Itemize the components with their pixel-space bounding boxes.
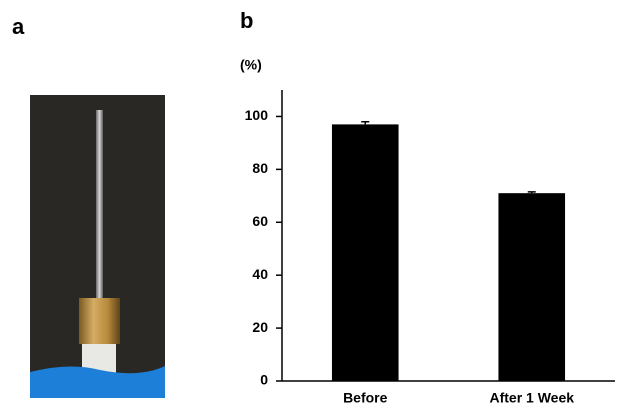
gold-cylinder bbox=[79, 298, 120, 344]
y-tick-label: 0 bbox=[260, 372, 268, 388]
y-tick-label: 80 bbox=[252, 160, 268, 176]
bar bbox=[332, 124, 399, 381]
y-tick-label: 40 bbox=[252, 266, 268, 282]
figure: a b (%) 0 20 40 60 80 100 Before After 1 Week bbox=[0, 0, 619, 407]
error-bar bbox=[361, 122, 369, 125]
panel-label: b bbox=[240, 8, 253, 33]
y-axis-label: (%) bbox=[240, 57, 262, 73]
y-tick-label: 100 bbox=[245, 107, 269, 123]
x-tick-label: Before bbox=[343, 390, 388, 406]
panel-label: a bbox=[12, 14, 25, 39]
photo bbox=[30, 95, 165, 398]
y-tick-label: 60 bbox=[252, 213, 268, 229]
bar bbox=[498, 193, 565, 381]
error-bar bbox=[528, 192, 536, 193]
y-tick-label: 20 bbox=[252, 319, 268, 335]
x-tick-label: After 1 Week bbox=[489, 390, 574, 406]
rod bbox=[96, 110, 103, 302]
